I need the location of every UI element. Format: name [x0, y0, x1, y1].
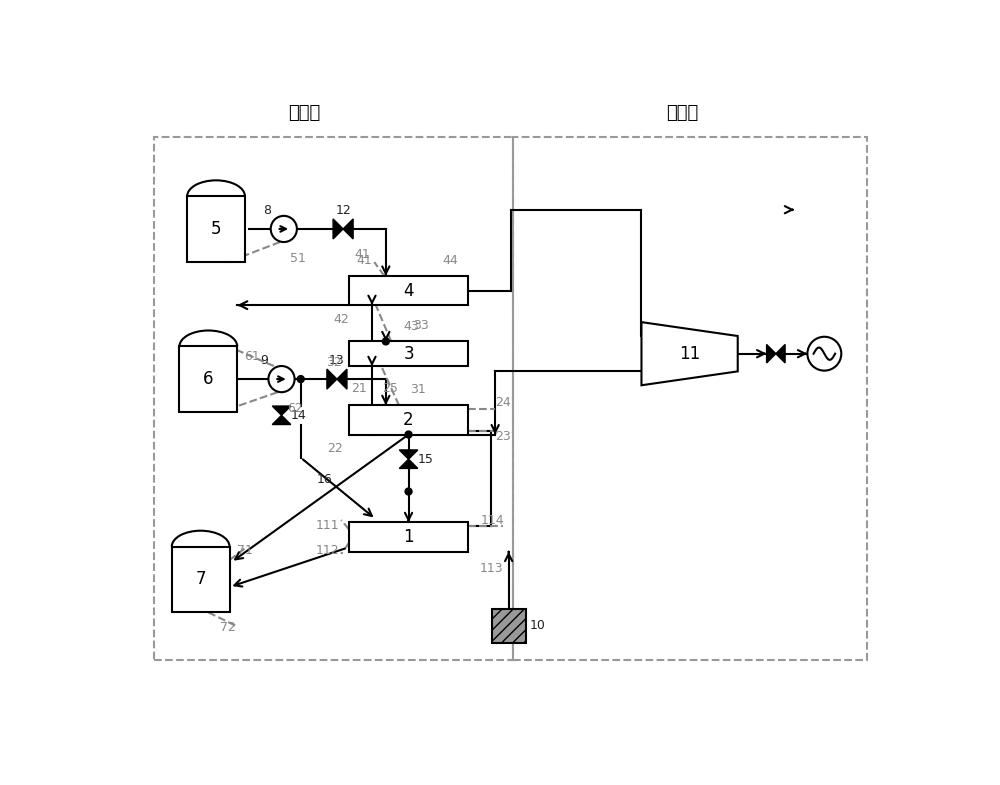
- Text: 51: 51: [290, 252, 306, 265]
- Bar: [172, 546, 230, 612]
- Text: 5: 5: [211, 220, 221, 238]
- Text: 114: 114: [481, 513, 505, 527]
- Text: 11: 11: [679, 345, 700, 363]
- Text: 8: 8: [263, 204, 271, 217]
- Text: 10: 10: [530, 619, 546, 632]
- Text: 112: 112: [316, 544, 339, 557]
- Text: 61: 61: [244, 349, 260, 363]
- Text: 71: 71: [237, 543, 253, 557]
- Text: 25: 25: [382, 382, 398, 395]
- Bar: [154, 137, 513, 660]
- Polygon shape: [399, 450, 418, 459]
- Text: 32: 32: [326, 356, 341, 370]
- Bar: [179, 346, 237, 412]
- Text: 42: 42: [333, 312, 349, 326]
- Text: 72: 72: [220, 620, 236, 633]
- Polygon shape: [272, 415, 291, 425]
- Text: 14: 14: [291, 409, 306, 422]
- Text: 44: 44: [442, 254, 458, 267]
- Text: 15: 15: [418, 453, 433, 466]
- Circle shape: [382, 338, 389, 345]
- Bar: [349, 522, 468, 552]
- Text: 汽水侧: 汽水侧: [666, 104, 698, 122]
- Bar: [349, 276, 468, 305]
- Text: 33: 33: [413, 319, 428, 332]
- Text: 23: 23: [495, 430, 511, 444]
- Text: 31: 31: [410, 383, 425, 396]
- Bar: [512, 137, 867, 660]
- Text: 4: 4: [403, 282, 414, 300]
- Circle shape: [405, 488, 412, 495]
- Text: 62: 62: [287, 402, 303, 414]
- Circle shape: [271, 216, 297, 242]
- Text: 2: 2: [403, 411, 414, 429]
- Text: 9: 9: [261, 354, 268, 367]
- Circle shape: [268, 366, 295, 392]
- Polygon shape: [343, 219, 353, 239]
- Polygon shape: [337, 369, 347, 389]
- Bar: [349, 341, 468, 366]
- Text: 1: 1: [403, 528, 414, 546]
- Polygon shape: [327, 369, 337, 389]
- Circle shape: [405, 431, 412, 438]
- Text: 111: 111: [316, 519, 339, 532]
- Circle shape: [807, 337, 841, 371]
- Bar: [187, 196, 245, 261]
- Polygon shape: [767, 345, 776, 363]
- Polygon shape: [641, 322, 738, 385]
- Text: 41: 41: [355, 248, 371, 261]
- Text: 6: 6: [203, 370, 214, 388]
- Bar: [349, 405, 468, 435]
- Text: 7: 7: [195, 570, 206, 588]
- Text: 熔盐侧: 熔盐侧: [288, 104, 321, 122]
- Circle shape: [297, 376, 304, 382]
- Text: 113: 113: [480, 562, 504, 575]
- Text: 12: 12: [335, 204, 351, 217]
- Text: 13: 13: [329, 354, 345, 367]
- Text: 21: 21: [351, 382, 367, 395]
- Text: 43: 43: [404, 319, 419, 333]
- Polygon shape: [399, 459, 418, 469]
- Text: 41: 41: [356, 254, 372, 267]
- Text: 22: 22: [327, 442, 343, 455]
- Text: 3: 3: [403, 345, 414, 363]
- Text: 16: 16: [317, 473, 332, 486]
- Text: 24: 24: [495, 396, 511, 410]
- Polygon shape: [272, 406, 291, 415]
- Polygon shape: [333, 219, 343, 239]
- Bar: [492, 609, 526, 643]
- Polygon shape: [776, 345, 785, 363]
